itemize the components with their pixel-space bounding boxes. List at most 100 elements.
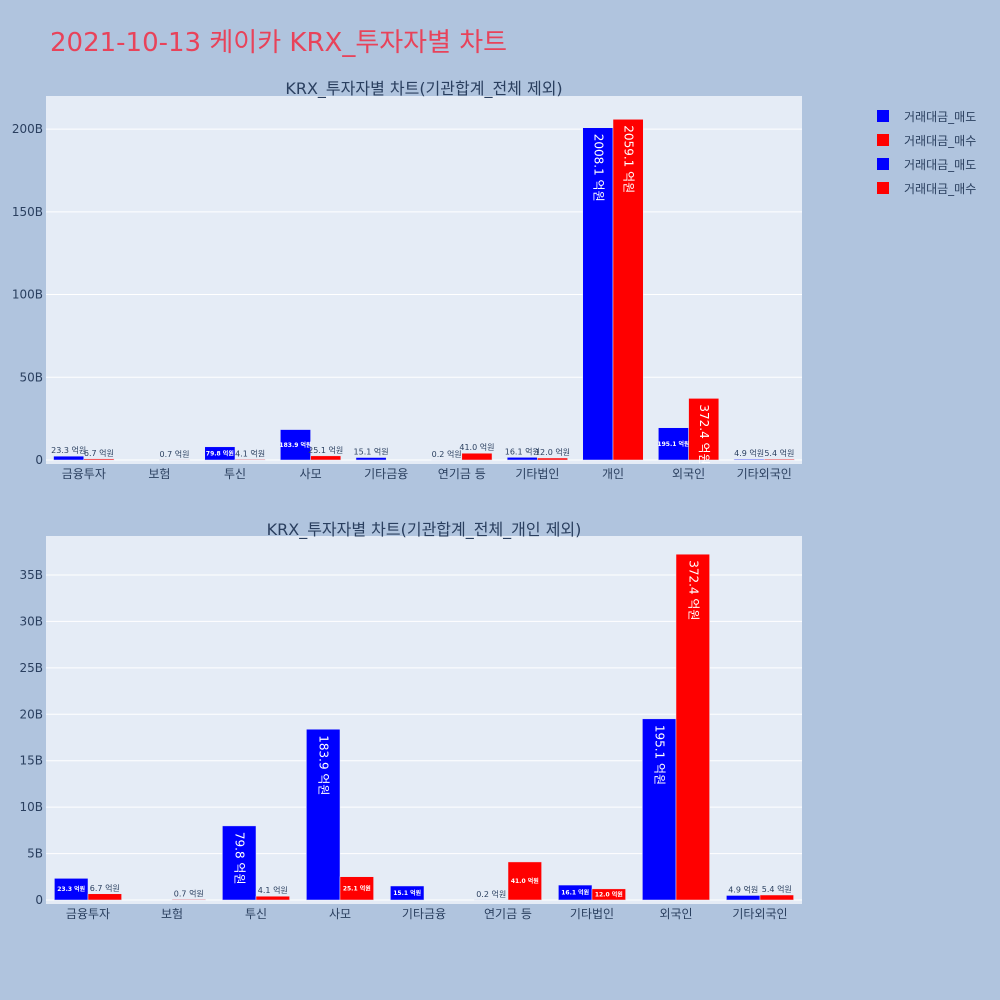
y-tick-label: 0 <box>35 453 43 467</box>
bar-sell <box>280 429 311 461</box>
y-tick-label: 10B <box>19 800 43 814</box>
legend-swatch-sell <box>877 110 889 122</box>
bar-buy <box>759 894 794 901</box>
data-label: 23.3 억원 <box>57 885 85 893</box>
bar-sell <box>733 458 765 461</box>
data-label: 41.0 억원 <box>511 877 539 885</box>
data-label: 15.1 억원 <box>393 889 421 897</box>
data-label: 16.1 억원 <box>561 889 589 897</box>
bar-sell <box>355 457 387 461</box>
y-tick-label: 5B <box>27 847 43 861</box>
data-label: 4.1 억원 <box>258 885 288 895</box>
bar-sell <box>658 427 689 461</box>
data-label: 195.1 억원 <box>657 440 689 448</box>
legend-item[interactable]: 거래대금_매도 <box>870 152 976 176</box>
x-tick-label: 투신 <box>245 907 267 921</box>
data-label: 79.8 억원 <box>206 449 234 457</box>
bar-buy <box>612 119 644 461</box>
data-label: 0.2 억원 <box>476 889 506 899</box>
legend-swatch-buy <box>877 134 889 146</box>
x-tick-label: 기타외국인 <box>737 467 792 481</box>
data-label: 4.9 억원 <box>728 884 758 894</box>
plot-area <box>46 96 802 464</box>
bar-buy <box>763 458 795 461</box>
page-title: 2021-10-13 케이카 KRX_투자자별 차트 <box>50 28 508 58</box>
data-label: 25.1 억원 <box>308 445 343 455</box>
data-label: 0.7 억원 <box>174 888 204 898</box>
data-label: 183.9 억원 <box>317 735 331 795</box>
x-tick-label: 외국인 <box>659 907 692 921</box>
data-label: 16.1 억원 <box>505 446 540 456</box>
x-tick-label: 사모 <box>300 467 322 481</box>
data-label: 5.4 억원 <box>762 884 792 894</box>
legend-label: 거래대금_매수 <box>904 181 977 196</box>
x-tick-label: 보험 <box>148 467 170 481</box>
y-tick-label: 0 <box>35 893 43 907</box>
bar-buy <box>688 398 720 461</box>
y-tick-label: 35B <box>19 568 43 582</box>
bar-buy <box>675 553 710 901</box>
data-label: 195.1 억원 <box>653 725 667 785</box>
y-tick-label: 200B <box>12 122 43 136</box>
bar-sell <box>306 728 341 901</box>
data-label: 15.1 억원 <box>354 447 389 457</box>
data-label: 79.8 억원 <box>233 832 247 885</box>
x-tick-label: 기타금융 <box>364 467 408 481</box>
data-label: 372.4 억원 <box>697 404 711 464</box>
x-tick-label: 개인 <box>602 467 624 481</box>
x-tick-label: 연기금 등 <box>438 467 486 481</box>
legend-label: 거래대금_매수 <box>904 133 977 148</box>
data-label: 41.0 억원 <box>459 442 494 452</box>
legend-swatch-buy <box>877 182 889 194</box>
bar-sell <box>506 457 538 461</box>
x-tick-label: 사모 <box>329 907 351 921</box>
x-tick-label: 기타법인 <box>515 467 559 481</box>
y-tick-label: 50B <box>19 370 43 384</box>
bar-buy <box>537 457 568 461</box>
bar-buy <box>310 455 342 461</box>
data-label: 6.7 억원 <box>90 883 120 893</box>
data-label: 12.0 억원 <box>535 447 570 457</box>
legend-item[interactable]: 거래대금_매수 <box>870 176 976 200</box>
data-label: 23.3 억원 <box>51 445 86 455</box>
bar-sell <box>54 878 89 901</box>
data-label: 6.7 억원 <box>84 448 114 458</box>
x-tick-label: 기타법인 <box>570 907 614 921</box>
data-label: 0.2 억원 <box>432 449 462 459</box>
x-tick-label: 투신 <box>224 467 246 481</box>
bar-sell <box>642 718 677 901</box>
x-tick-label: 금융투자 <box>62 467 106 481</box>
legend-item[interactable]: 거래대금_매수 <box>870 128 976 152</box>
data-label: 0.7 억원 <box>160 449 190 459</box>
bar-sell <box>582 127 614 461</box>
legend-item[interactable]: 거래대금_매도 <box>870 104 976 128</box>
legend-label: 거래대금_매도 <box>904 109 977 124</box>
y-tick-label: 25B <box>19 661 43 675</box>
bar-buy <box>507 861 542 901</box>
y-tick-label: 30B <box>19 614 43 628</box>
data-label: 2008.1 억원 <box>591 134 605 202</box>
chart-1: 0 5B 10B 15B 20B 25B 30B 35B KRX_투자자별 차트(기관합계_전체… <box>19 520 802 921</box>
x-tick-label: 외국인 <box>672 467 705 481</box>
bar-buy <box>461 452 493 461</box>
x-tick-label: 기타외국인 <box>732 907 787 921</box>
legend-swatch-sell <box>877 158 889 170</box>
bar-sell <box>726 895 761 901</box>
data-label: 372.4 억원 <box>686 560 700 620</box>
y-tick-label: 15B <box>19 754 43 768</box>
x-tick-label: 금융투자 <box>66 907 110 921</box>
x-tick-label: 연기금 등 <box>484 907 532 921</box>
bar-buy <box>591 888 626 901</box>
data-label: 4.9 억원 <box>734 448 764 458</box>
legend-label: 거래대금_매도 <box>904 157 977 172</box>
legend: 거래대금_매도 거래대금_매수 거래대금_매도 거래대금_매수 <box>870 104 976 200</box>
bar-sell <box>222 825 257 901</box>
data-label: 12.0 억원 <box>595 890 623 898</box>
x-tick-label: 기타금융 <box>402 907 446 921</box>
chart-0: 0 50B 100B 150B 200B KRX_투자자별 차트(기관합계_전체 제외) 금… <box>12 79 802 481</box>
data-label: 4.1 억원 <box>235 448 265 458</box>
y-tick-label: 150B <box>12 205 43 219</box>
bar-buy <box>234 459 266 461</box>
bar-buy <box>87 893 122 901</box>
